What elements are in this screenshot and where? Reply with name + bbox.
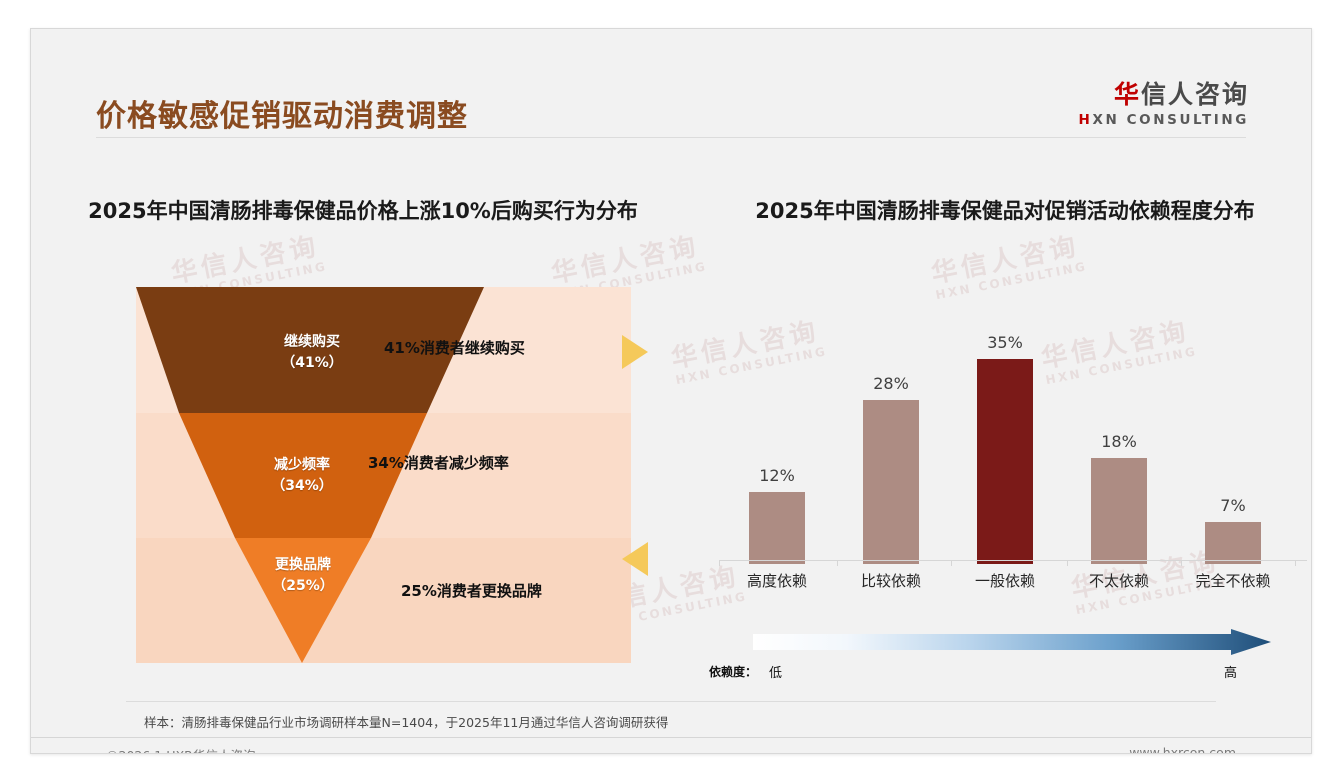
- watermark-line2: HXN CONSULTING: [934, 259, 1089, 303]
- bar-value-label: 12%: [759, 466, 795, 485]
- bar-value-label: 18%: [1101, 432, 1137, 451]
- logo-chinese: 华信人咨询: [1079, 81, 1249, 109]
- bar-category-label: 高度依赖: [746, 572, 807, 590]
- bar-category-label: 不太依赖: [1088, 572, 1149, 590]
- funnel-stage-name: 更换品牌: [275, 557, 331, 573]
- gradient-arrow-icon: [753, 629, 1271, 655]
- funnel-band-3: [136, 538, 631, 663]
- watermark-line1: 华信人咨询: [548, 231, 702, 290]
- bar-chart-axis: [719, 560, 1307, 561]
- funnel-label-1: 继续购买 （41%）: [242, 332, 382, 374]
- bar-chart: 12% 28% 35% 18% 7%: [719, 319, 1309, 564]
- header-divider: [96, 137, 1246, 138]
- funnel-segment-3: [235, 538, 371, 663]
- bar-value-label: 7%: [1220, 496, 1246, 515]
- funnel-stage-value: （25%）: [272, 578, 334, 594]
- bar-rect: [863, 400, 919, 564]
- bar-column: 35%: [947, 333, 1063, 564]
- funnel-note-2: 34%消费者减少频率: [368, 454, 509, 472]
- slide-canvas: 华信人咨询 HXN CONSULTING 华信人咨询 HXN CONSULTIN…: [30, 28, 1312, 754]
- logo-english: HXN CONSULTING: [1079, 112, 1249, 128]
- bar-column: 18%: [1061, 432, 1177, 564]
- dependency-gradient-arrow: [753, 629, 1271, 655]
- bar-column: 12%: [719, 466, 835, 564]
- brand-logo: 华信人咨询 HXN CONSULTING: [1079, 81, 1249, 128]
- triangle-left-icon: [622, 542, 648, 576]
- logo-chinese-accent: 华: [1113, 80, 1141, 109]
- axis-tick: [719, 560, 720, 566]
- website-url[interactable]: www.hxrcon.com: [1129, 745, 1236, 754]
- bar-category-label: 比较依赖: [860, 572, 921, 590]
- axis-tick: [1295, 560, 1296, 566]
- footer-divider: [31, 737, 1311, 738]
- axis-tick: [1181, 560, 1182, 566]
- funnel-stage-name: 减少频率: [274, 457, 330, 473]
- bar-category-label: 一般依赖: [974, 572, 1035, 590]
- watermark: 华信人咨询 HXN CONSULTING: [928, 225, 1089, 303]
- logo-english-rest: XN CONSULTING: [1092, 111, 1249, 128]
- sample-footnote: 样本：清肠排毒保健品行业市场调研样本量N=1404，于2025年11月通过华信人…: [144, 715, 669, 730]
- gradient-high-label: 高: [1224, 666, 1238, 681]
- logo-chinese-rest: 信人咨询: [1140, 80, 1249, 109]
- gradient-caption: 依赖度：: [709, 665, 758, 679]
- page-title: 价格敏感促销驱动消费调整: [96, 99, 468, 134]
- funnel-note-1: 41%消费者继续购买: [384, 339, 525, 357]
- axis-tick: [1067, 560, 1068, 566]
- funnel-shape: [136, 287, 484, 663]
- axis-tick: [837, 560, 838, 566]
- funnel-note-3: 25%消费者更换品牌: [401, 582, 542, 600]
- bar-column: 7%: [1175, 496, 1291, 564]
- triangle-right-icon: [622, 335, 648, 369]
- bar-rect: [1091, 458, 1147, 564]
- copyright-text: ©2026.1 HXR华信人咨询: [106, 745, 255, 753]
- funnel-segment-2: [179, 413, 427, 538]
- bar-rect: [1205, 522, 1261, 564]
- bar-value-label: 28%: [873, 374, 909, 393]
- funnel-stage-value: （41%）: [281, 355, 343, 371]
- bar-value-label: 35%: [987, 333, 1023, 352]
- left-chart-title: 2025年中国清肠排毒保健品价格上涨10%后购买行为分布: [88, 199, 638, 223]
- funnel-stage-name: 继续购买: [284, 334, 340, 350]
- watermark-line1: 华信人咨询: [928, 231, 1082, 290]
- watermark-line1: 华信人咨询: [168, 231, 322, 290]
- funnel-label-2: 减少频率 （34%）: [232, 455, 372, 497]
- right-chart-title: 2025年中国清肠排毒保健品对促销活动依赖程度分布: [755, 199, 1255, 223]
- gradient-low-label: 低: [769, 666, 783, 681]
- funnel-segment-1: [136, 287, 484, 413]
- bar-category-label: 完全不依赖: [1195, 572, 1271, 590]
- funnel-label-3: 更换品牌 （25%）: [233, 555, 373, 597]
- axis-tick: [951, 560, 952, 566]
- logo-english-accent: H: [1078, 111, 1093, 128]
- bar-rect: [749, 492, 805, 564]
- bar-column: 28%: [833, 374, 949, 564]
- footnote-divider: [126, 701, 1216, 702]
- funnel-chart: 继续购买 （41%） 减少频率 （34%） 更换品牌 （25%） 41%消费者继…: [136, 287, 631, 663]
- funnel-stage-value: （34%）: [271, 478, 333, 494]
- bar-rect-highlight: [977, 359, 1033, 564]
